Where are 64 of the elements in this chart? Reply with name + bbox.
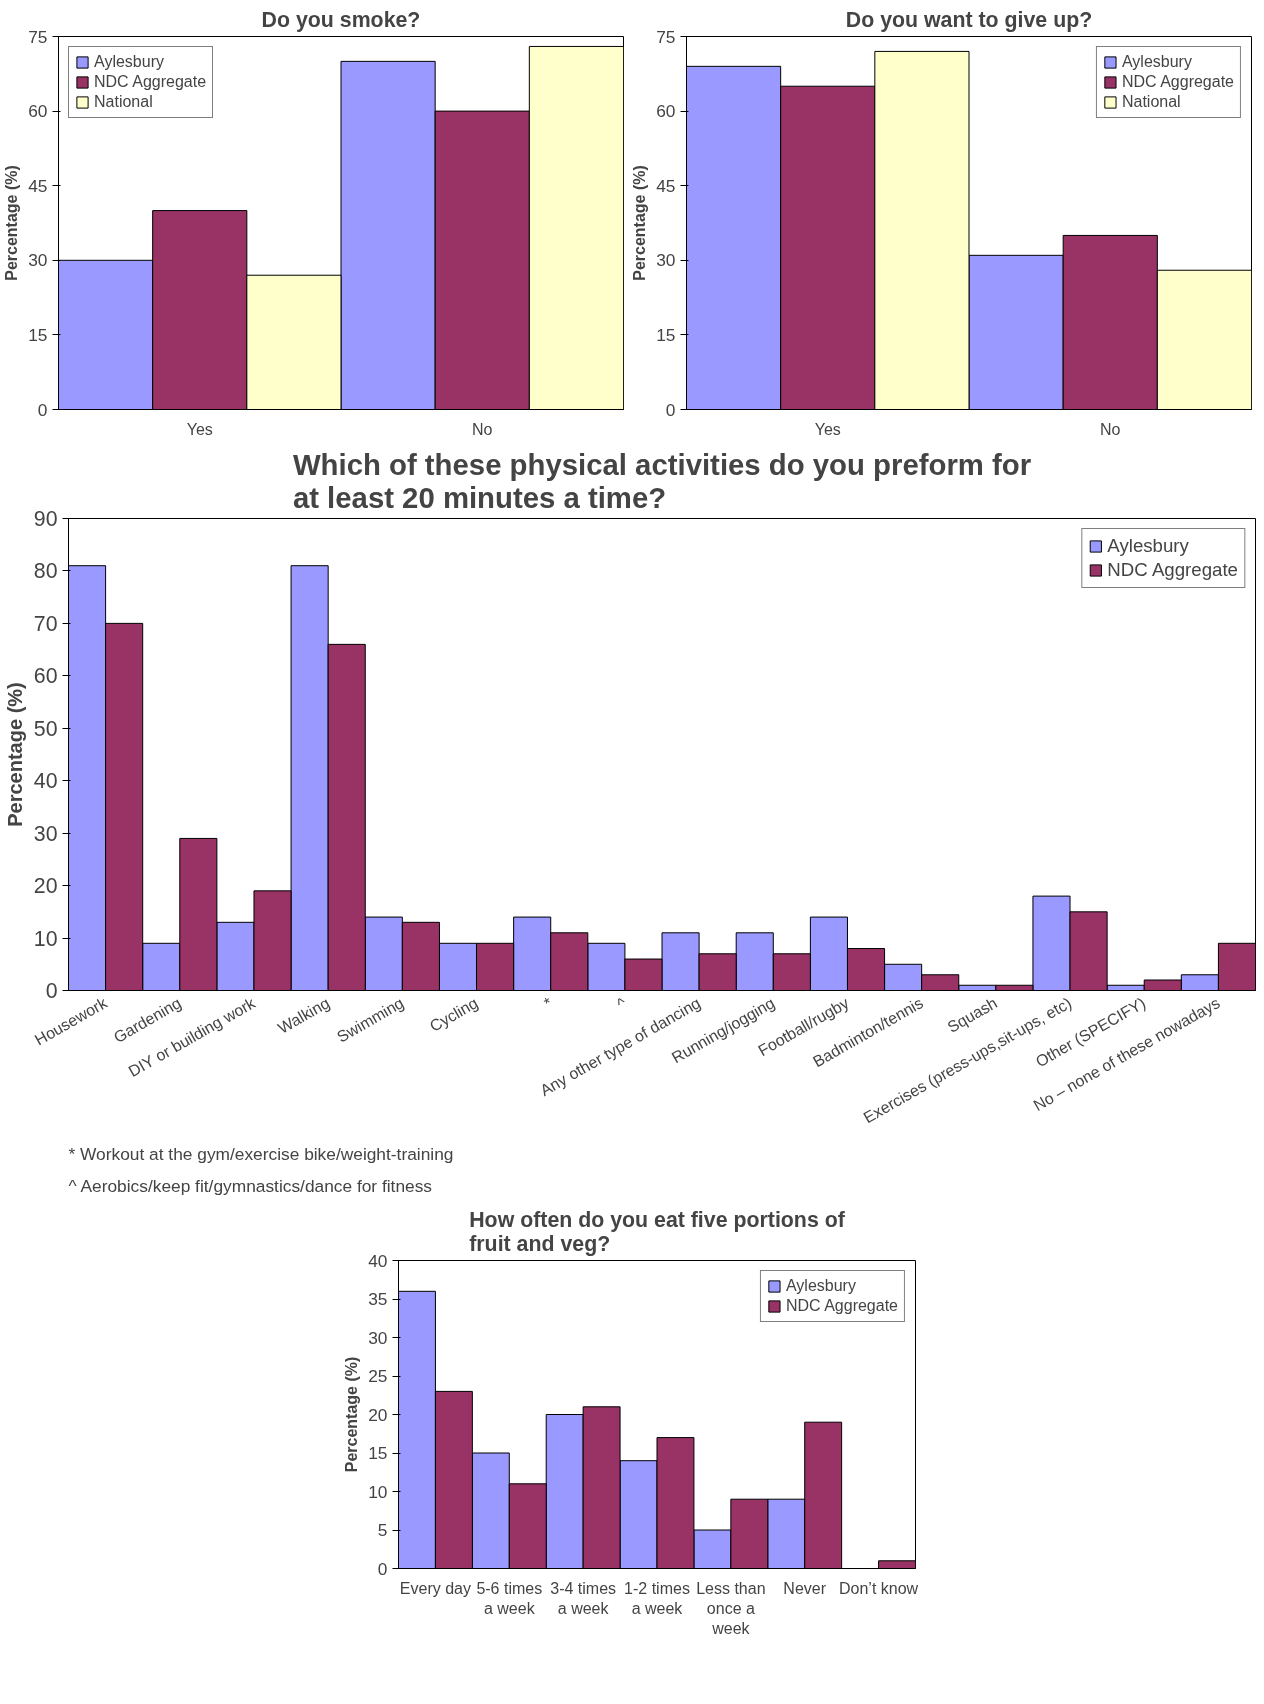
chart-title: Do you want to give up? xyxy=(845,7,1093,32)
y-tick-label: 50 xyxy=(33,716,58,741)
x-tick-label: Less than once a week xyxy=(696,1579,766,1638)
x-tick-label: No xyxy=(472,420,493,438)
y-tick-label: 60 xyxy=(33,664,58,689)
y-tick-label: 15 xyxy=(28,324,48,345)
legend-label: NDC Aggregate xyxy=(94,73,207,91)
legend-label: Aylesbury xyxy=(1107,535,1189,557)
y-tick-label: 30 xyxy=(368,1327,388,1348)
y-tick-label: 90 xyxy=(33,507,58,531)
y-tick-label: 0 xyxy=(37,399,48,420)
x-tick-label: No xyxy=(1100,420,1121,438)
y-tick-label: 40 xyxy=(368,1250,388,1271)
legend-label: Aylesbury xyxy=(785,1277,856,1295)
y-tick-label: 75 xyxy=(28,26,48,47)
legend-label: National xyxy=(94,93,153,111)
y-tick-label: 60 xyxy=(656,101,676,122)
y-tick-label: 60 xyxy=(28,101,48,122)
legend-label: NDC Aggregate xyxy=(785,1297,898,1315)
x-tick-label: Yes xyxy=(186,420,213,438)
y-tick-label: 10 xyxy=(33,926,58,951)
y-axis-title: Percentage (%) xyxy=(3,682,26,827)
chart-title: Which of these physical activities do you preform for at least 20 minutes a time? xyxy=(292,447,1032,514)
y-tick-label: 15 xyxy=(656,324,676,345)
x-tick-label: 5-6 times a week xyxy=(476,1579,543,1617)
y-tick-label: 70 xyxy=(33,611,58,636)
y-tick-label: 0 xyxy=(45,979,58,1003)
x-tick-label: 1-2 times a week xyxy=(624,1579,690,1617)
y-tick-label: 10 xyxy=(368,1481,388,1502)
y-tick-label: 20 xyxy=(368,1404,388,1425)
text: ^ Aerobics/keep fit/gymnastics/dance for fitness xyxy=(68,1175,433,1196)
x-tick-label: * xyxy=(541,994,555,1012)
y-tick-label: 0 xyxy=(377,1558,388,1579)
legend-label: National xyxy=(1121,93,1181,111)
y-tick-label: 30 xyxy=(33,821,58,846)
y-axis-title: Percentage (%) xyxy=(3,165,21,281)
y-tick-label: 40 xyxy=(33,769,58,794)
y-tick-label: 45 xyxy=(28,175,48,196)
legend-label: Aylesbury xyxy=(94,53,164,71)
y-tick-label: 5 xyxy=(377,1520,388,1540)
text: * Workout at the gym/exercise bike/weight-training xyxy=(68,1143,454,1164)
y-tick-label: 30 xyxy=(28,250,48,271)
x-tick-label: Yes xyxy=(814,420,841,438)
x-tick-label: ^ xyxy=(614,993,630,1013)
y-tick-label: 20 xyxy=(33,874,58,899)
y-axis-title: Percentage (%) xyxy=(343,1356,361,1473)
y-tick-label: 45 xyxy=(656,175,676,196)
legend-label: NDC Aggregate xyxy=(1107,559,1238,581)
chart-title: Do you smoke? xyxy=(261,7,421,32)
y-tick-label: 15 xyxy=(368,1443,388,1463)
y-tick-label: 75 xyxy=(656,26,676,47)
chart-title: How often do you eat five portions of fruit and veg? xyxy=(469,1207,846,1256)
x-tick-label: Don’t know xyxy=(839,1579,919,1597)
legend-label: Aylesbury xyxy=(1121,53,1192,71)
x-tick-label: Every day xyxy=(399,1579,471,1597)
y-tick-label: 35 xyxy=(368,1289,388,1309)
x-tick-label: 3-4 times a week xyxy=(550,1579,617,1617)
y-tick-label: 0 xyxy=(665,399,676,420)
y-axis-title: Percentage (%) xyxy=(631,165,649,281)
legend-label: NDC Aggregate xyxy=(1121,73,1234,91)
y-tick-label: 80 xyxy=(33,559,58,584)
y-tick-label: 25 xyxy=(368,1366,388,1386)
x-tick-label: Never xyxy=(783,1579,827,1597)
y-tick-label: 30 xyxy=(656,250,676,271)
